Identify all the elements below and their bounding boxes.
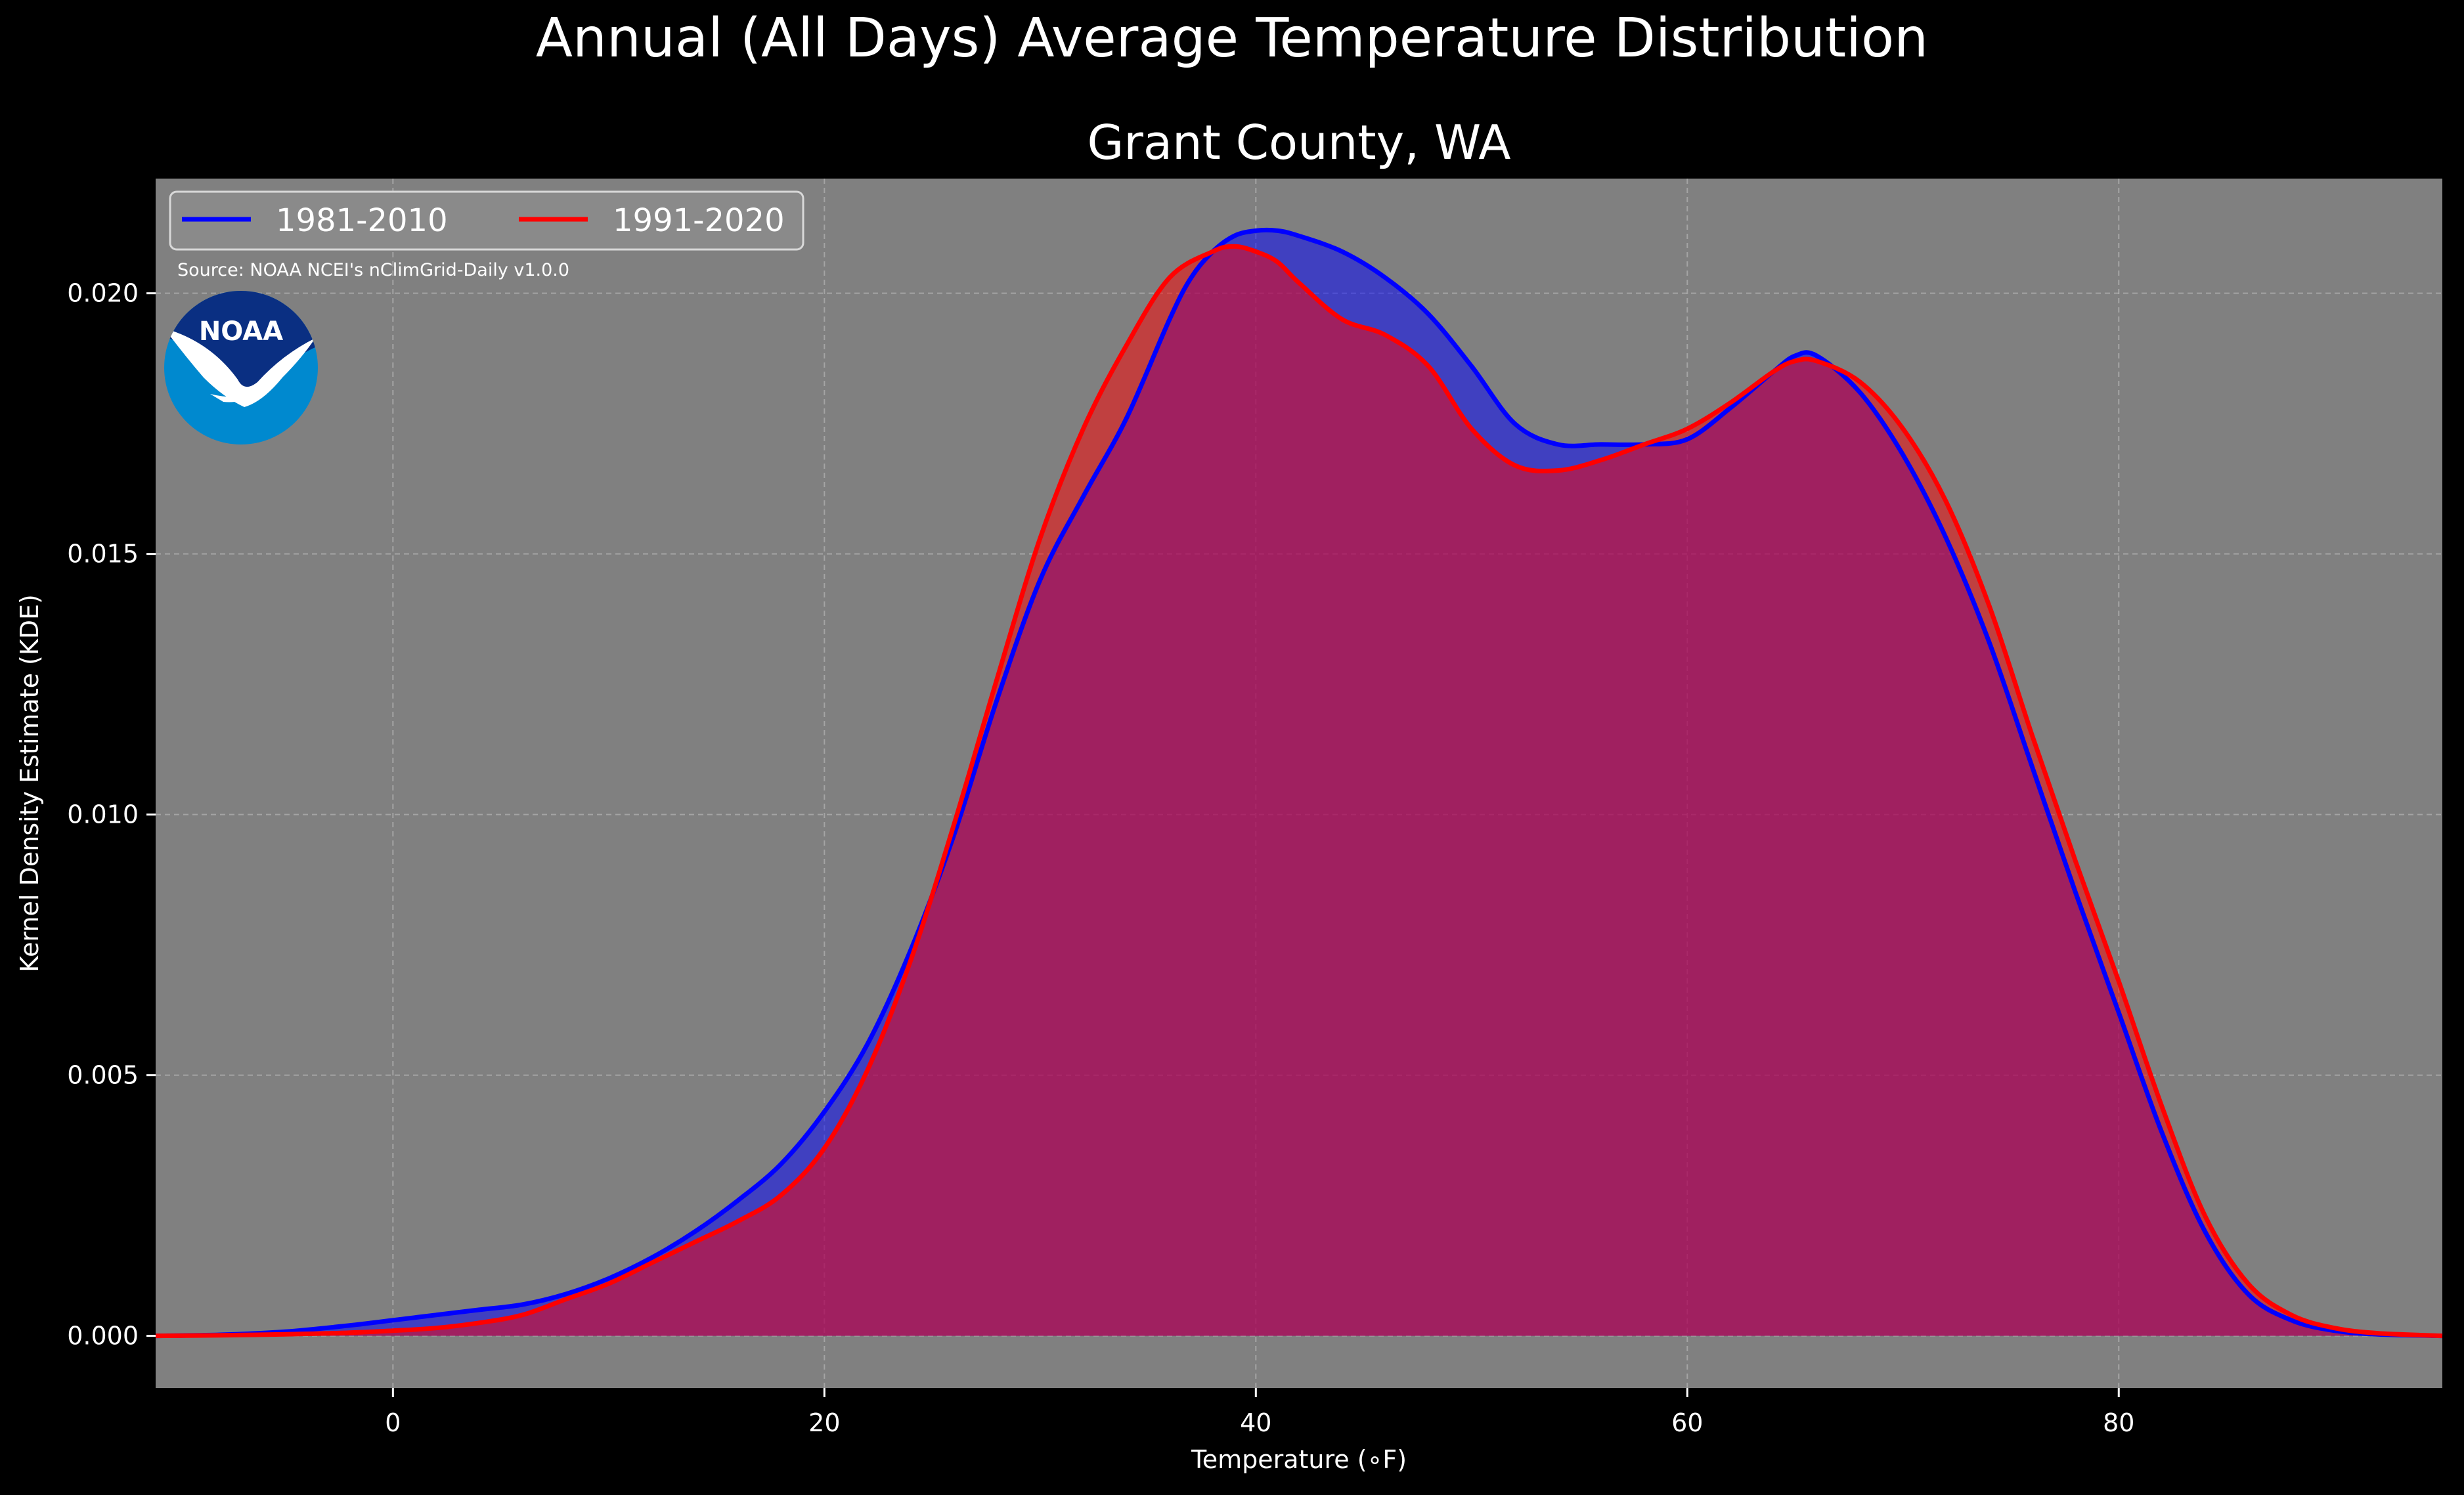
legend-box xyxy=(169,190,804,251)
y-tick-label: 0.015 xyxy=(67,540,139,569)
y-axis: 0.000 0.005 0.010 0.015 0.020 xyxy=(67,279,156,1351)
y-tick-label: 0.010 xyxy=(67,800,139,829)
legend: 1981-2010 1991-2020 xyxy=(169,190,804,251)
x-tick-label: 80 xyxy=(2103,1408,2134,1437)
x-axis: 0 20 40 60 80 xyxy=(385,1388,2134,1437)
series-fills xyxy=(156,230,2442,1336)
y-axis-label: Kernel Density Estimate (KDE) xyxy=(15,594,44,972)
noaa-logo-bird xyxy=(164,328,315,407)
series-line-1991-2020 xyxy=(155,244,2443,1339)
legend-label-1981-2010: 1981-2010 xyxy=(276,202,448,239)
x-axis-label: Temperature (∘F) xyxy=(1191,1445,1407,1474)
source-note: Source: NOAA NCEI's nClimGrid-Daily v1.0… xyxy=(177,260,569,280)
y-tick-label: 0.000 xyxy=(67,1322,139,1351)
series-line-1981-2010 xyxy=(155,227,2443,1339)
x-tick-label: 0 xyxy=(385,1408,401,1437)
series-lines xyxy=(155,227,2443,1339)
chart-subtitle: Grant County, WA xyxy=(1088,115,1511,170)
chart-title: Annual (All Days) Average Temperature Di… xyxy=(536,7,1928,70)
noaa-logo: NOAA xyxy=(164,291,318,444)
x-tick-label: 60 xyxy=(1671,1408,1703,1437)
noaa-logo-wave xyxy=(210,393,259,402)
area-fill-1991-2020 xyxy=(156,246,2442,1336)
x-tick-label: 20 xyxy=(808,1408,840,1437)
noaa-logo-text: NOAA xyxy=(199,316,283,347)
legend-label-1991-2020: 1991-2020 xyxy=(613,202,785,239)
y-tick-label: 0.020 xyxy=(67,279,139,308)
y-tick-label: 0.005 xyxy=(67,1061,139,1090)
x-tick-label: 40 xyxy=(1240,1408,1271,1437)
